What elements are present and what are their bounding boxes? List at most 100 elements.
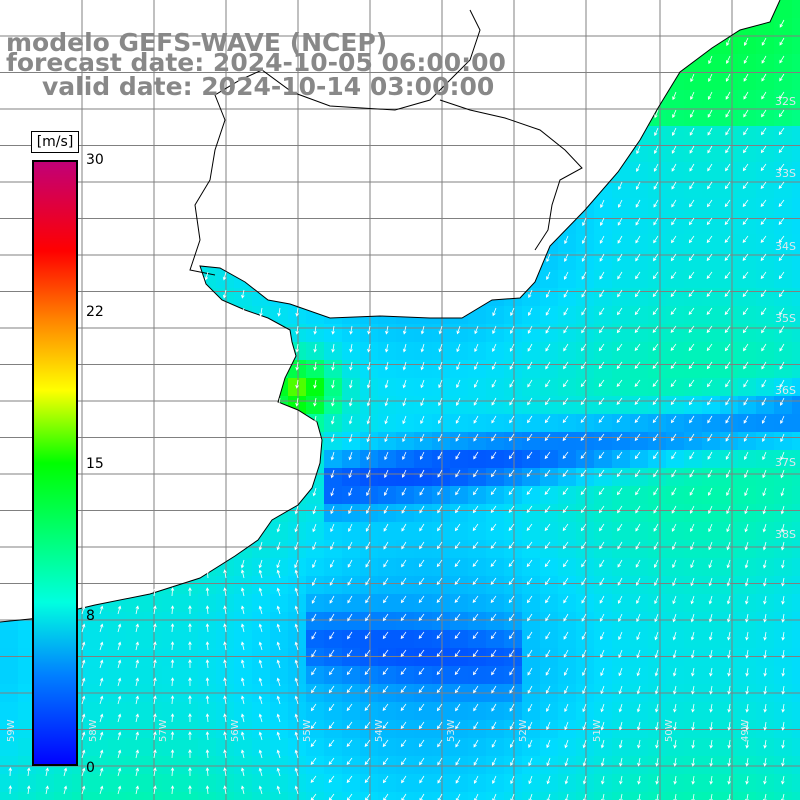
wind-cell — [180, 594, 198, 612]
wind-cell — [504, 468, 522, 486]
wind-arrow — [510, 793, 515, 800]
wind-cell — [684, 792, 702, 800]
wind-arrow — [294, 659, 299, 669]
wind-arrow — [562, 433, 569, 442]
wind-cell — [612, 54, 630, 72]
wind-cell — [774, 270, 792, 288]
wind-arrow — [153, 731, 157, 741]
wind-arrow — [349, 343, 353, 353]
wind-cell — [18, 108, 36, 126]
wind-cell — [486, 630, 504, 648]
wind-cell — [540, 738, 558, 756]
wind-cell — [216, 108, 234, 126]
wind-arrow — [563, 649, 569, 658]
wind-cell — [0, 558, 18, 576]
wind-cell — [648, 432, 666, 450]
wind-cell — [756, 54, 774, 72]
wind-cell — [630, 792, 648, 800]
wind-cell — [540, 342, 558, 360]
wind-arrow — [240, 587, 245, 597]
wind-cell — [468, 630, 486, 648]
wind-arrow — [691, 775, 695, 785]
wind-cell — [504, 324, 522, 342]
wind-cell — [648, 306, 666, 324]
wind-arrow — [653, 505, 659, 514]
wind-cell — [396, 414, 414, 432]
wind-cell — [198, 306, 216, 324]
wind-cell — [558, 0, 576, 18]
wind-cell — [234, 180, 252, 198]
wind-arrow — [135, 659, 140, 669]
wind-cell — [432, 558, 450, 576]
wind-cell — [522, 108, 540, 126]
wind-cell — [180, 324, 198, 342]
wind-cell — [576, 108, 594, 126]
wind-cell — [558, 126, 576, 144]
wind-cell — [126, 108, 144, 126]
wind-cell — [738, 216, 756, 234]
wind-cell — [468, 108, 486, 126]
wind-cell — [288, 738, 306, 756]
wind-cell — [90, 234, 108, 252]
wind-arrow — [546, 721, 551, 731]
wind-cell — [306, 198, 324, 216]
wind-cell — [108, 738, 126, 756]
wind-arrow — [780, 505, 785, 515]
wind-cell — [378, 414, 396, 432]
wind-arrow — [742, 199, 749, 208]
wind-arrow — [436, 613, 443, 622]
wind-cell — [342, 576, 360, 594]
wind-arrow — [81, 695, 86, 705]
wind-arrow — [294, 523, 299, 533]
wind-cell — [576, 450, 594, 468]
wind-cell — [90, 108, 108, 126]
wind-cell — [432, 738, 450, 756]
wind-cell — [702, 576, 720, 594]
wind-cell — [108, 396, 126, 414]
wind-arrow — [688, 343, 695, 352]
wind-cell — [450, 612, 468, 630]
wind-arrow — [383, 487, 389, 496]
wind-cell — [450, 756, 468, 774]
wind-cell — [540, 630, 558, 648]
wind-cell — [720, 486, 738, 504]
wind-arrow — [117, 785, 122, 795]
wind-arrow — [346, 757, 353, 766]
lon-label: 56W — [230, 719, 241, 742]
wind-cell — [576, 558, 594, 576]
wind-cell — [468, 612, 486, 630]
wind-cell — [252, 126, 270, 144]
wind-arrow — [545, 613, 551, 622]
wind-cell — [270, 540, 288, 558]
wind-cell — [360, 198, 378, 216]
wind-cell — [684, 126, 702, 144]
wind-cell — [288, 270, 306, 288]
wind-cell — [36, 0, 54, 18]
wind-arrow — [8, 767, 13, 777]
wind-cell — [162, 756, 180, 774]
wind-arrow — [598, 343, 605, 352]
wind-cell — [162, 198, 180, 216]
wind-cell — [540, 162, 558, 180]
wind-cell — [324, 558, 342, 576]
wind-cell — [450, 342, 468, 360]
wind-cell — [774, 306, 792, 324]
wind-cell — [36, 774, 54, 792]
wind-arrow — [188, 677, 192, 687]
wind-cell — [648, 612, 666, 630]
wind-arrow — [654, 649, 659, 659]
wind-cell — [774, 90, 792, 108]
colorbar-tick-22: 22 — [86, 304, 104, 320]
wind-cell — [162, 486, 180, 504]
wind-arrow — [616, 361, 623, 370]
wind-arrow — [311, 685, 317, 694]
wind-arrow — [472, 487, 479, 496]
wind-cell — [720, 36, 738, 54]
wind-cell — [630, 144, 648, 162]
wind-cell — [252, 504, 270, 522]
wind-cell — [612, 198, 630, 216]
wind-cell — [576, 0, 594, 18]
wind-arrow — [346, 775, 353, 784]
wind-arrow — [474, 325, 479, 335]
wind-cell — [450, 486, 468, 504]
